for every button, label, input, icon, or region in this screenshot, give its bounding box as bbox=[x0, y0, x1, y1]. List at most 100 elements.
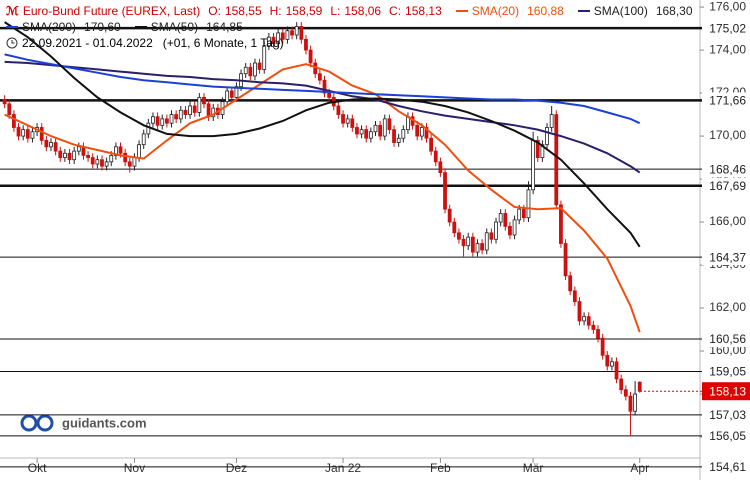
candle-body bbox=[577, 301, 582, 322]
candle-body bbox=[243, 66, 248, 75]
level-label: 175,02 bbox=[709, 21, 746, 35]
candle-body bbox=[443, 172, 447, 210]
candle-body bbox=[336, 105, 341, 115]
legend-value: 170,60 bbox=[84, 20, 121, 34]
level-label: 164,37 bbox=[709, 250, 746, 264]
level-label-box bbox=[702, 20, 750, 37]
candle-body bbox=[308, 49, 313, 64]
candle-body bbox=[614, 361, 619, 380]
candle-body bbox=[489, 232, 494, 240]
candle-body bbox=[345, 118, 350, 124]
sma-line bbox=[4, 60, 641, 174]
candle-body bbox=[81, 146, 86, 156]
candle-body bbox=[146, 122, 151, 135]
candle-body bbox=[355, 127, 359, 135]
candle-body bbox=[63, 152, 67, 158]
legend-swatch bbox=[134, 26, 147, 28]
y-tick-label: 162,00 bbox=[709, 300, 746, 314]
candle-body bbox=[169, 114, 174, 124]
level-label: 154,61 bbox=[709, 460, 746, 474]
ohlc-name: H: bbox=[269, 4, 282, 18]
candle-body bbox=[155, 116, 160, 126]
ohlc-name: O: bbox=[208, 4, 221, 18]
candle-body bbox=[503, 213, 508, 227]
candle-body bbox=[304, 38, 308, 51]
candle-body bbox=[568, 275, 573, 292]
candle-body bbox=[257, 62, 262, 70]
candle-body bbox=[123, 152, 128, 163]
candle-body bbox=[174, 114, 179, 120]
level-label-box bbox=[702, 458, 750, 475]
candle-body bbox=[118, 146, 123, 154]
candle-body bbox=[419, 127, 424, 137]
candle-body bbox=[113, 146, 118, 156]
level-label-box bbox=[702, 92, 750, 109]
candle-body bbox=[21, 129, 26, 137]
legend-swatch bbox=[6, 26, 18, 28]
candle-body bbox=[563, 243, 568, 277]
legend-row: ℳ Euro-Bund Future (EUREX, Last) O: 158,5… bbox=[6, 4, 693, 18]
candle-body bbox=[373, 124, 378, 133]
candle-body bbox=[299, 26, 304, 40]
candle-body bbox=[438, 161, 443, 174]
candle-body bbox=[322, 79, 327, 94]
level-label: 156,05 bbox=[709, 429, 746, 443]
candle-body bbox=[225, 90, 230, 103]
candle-body bbox=[188, 105, 192, 115]
level-label: 157,03 bbox=[709, 408, 746, 422]
candle-body bbox=[457, 232, 461, 240]
candle-body bbox=[452, 221, 457, 234]
ohlc-value: 158,13 bbox=[405, 4, 442, 18]
level-label: 167,69 bbox=[709, 179, 746, 193]
y-tick-label: 166,00 bbox=[709, 214, 746, 228]
candle-body bbox=[160, 118, 165, 126]
x-tick-label: Jan 22 bbox=[325, 461, 361, 475]
x-tick-label: Dez bbox=[226, 461, 247, 475]
candle-body bbox=[132, 157, 137, 167]
candle-body bbox=[572, 290, 577, 302]
level-label-box bbox=[702, 330, 750, 347]
candle-body bbox=[433, 150, 438, 163]
sma-line bbox=[4, 63, 641, 333]
candle-body bbox=[535, 139, 540, 158]
candle-body bbox=[127, 161, 132, 167]
period-note: (+01, 6 Monate, 1 Tag) bbox=[162, 36, 284, 50]
x-tick-label: Mär bbox=[523, 461, 544, 475]
candle-body bbox=[484, 232, 489, 251]
candle-body bbox=[30, 131, 35, 139]
candle-body bbox=[266, 36, 271, 47]
instrument-title: Euro-Bund Future (EUREX, Last) bbox=[22, 4, 201, 18]
legend-name: SMA(100) bbox=[593, 4, 648, 18]
candle-body bbox=[415, 124, 420, 137]
candle-body bbox=[229, 90, 234, 98]
level-label-box bbox=[702, 177, 750, 194]
candle-body bbox=[517, 208, 522, 221]
legend-value: 168,30 bbox=[655, 4, 693, 18]
candle-body bbox=[2, 99, 7, 105]
candle-body bbox=[262, 45, 267, 70]
x-tick-label: Feb bbox=[430, 461, 451, 475]
candles bbox=[2, 22, 642, 436]
ohlc-value: 158,59 bbox=[285, 4, 323, 18]
candle-body bbox=[596, 329, 600, 339]
legend-row: SMA(200) 170,60 SMA(50) 164,85 bbox=[6, 20, 243, 34]
current-price-box bbox=[702, 382, 750, 401]
ohlc-name: L: bbox=[330, 4, 341, 18]
candle-body bbox=[610, 361, 614, 367]
icon: ℳ bbox=[6, 4, 19, 18]
candle-body bbox=[401, 129, 406, 139]
legend-value: 160,88 bbox=[527, 4, 564, 18]
candle-body bbox=[498, 213, 503, 223]
candle-body bbox=[466, 236, 471, 247]
candle-body bbox=[39, 127, 44, 141]
ohlc-value: 158,55 bbox=[224, 4, 262, 18]
level-label-box bbox=[702, 161, 750, 178]
y-tick-label: 176,00 bbox=[709, 0, 746, 13]
y-tick-label: 170,00 bbox=[709, 128, 746, 142]
candle-body bbox=[447, 208, 452, 223]
candle-body bbox=[396, 137, 401, 143]
x-tick-label: Apr bbox=[630, 461, 649, 475]
candle-body bbox=[628, 395, 633, 412]
candle-body bbox=[368, 131, 373, 139]
